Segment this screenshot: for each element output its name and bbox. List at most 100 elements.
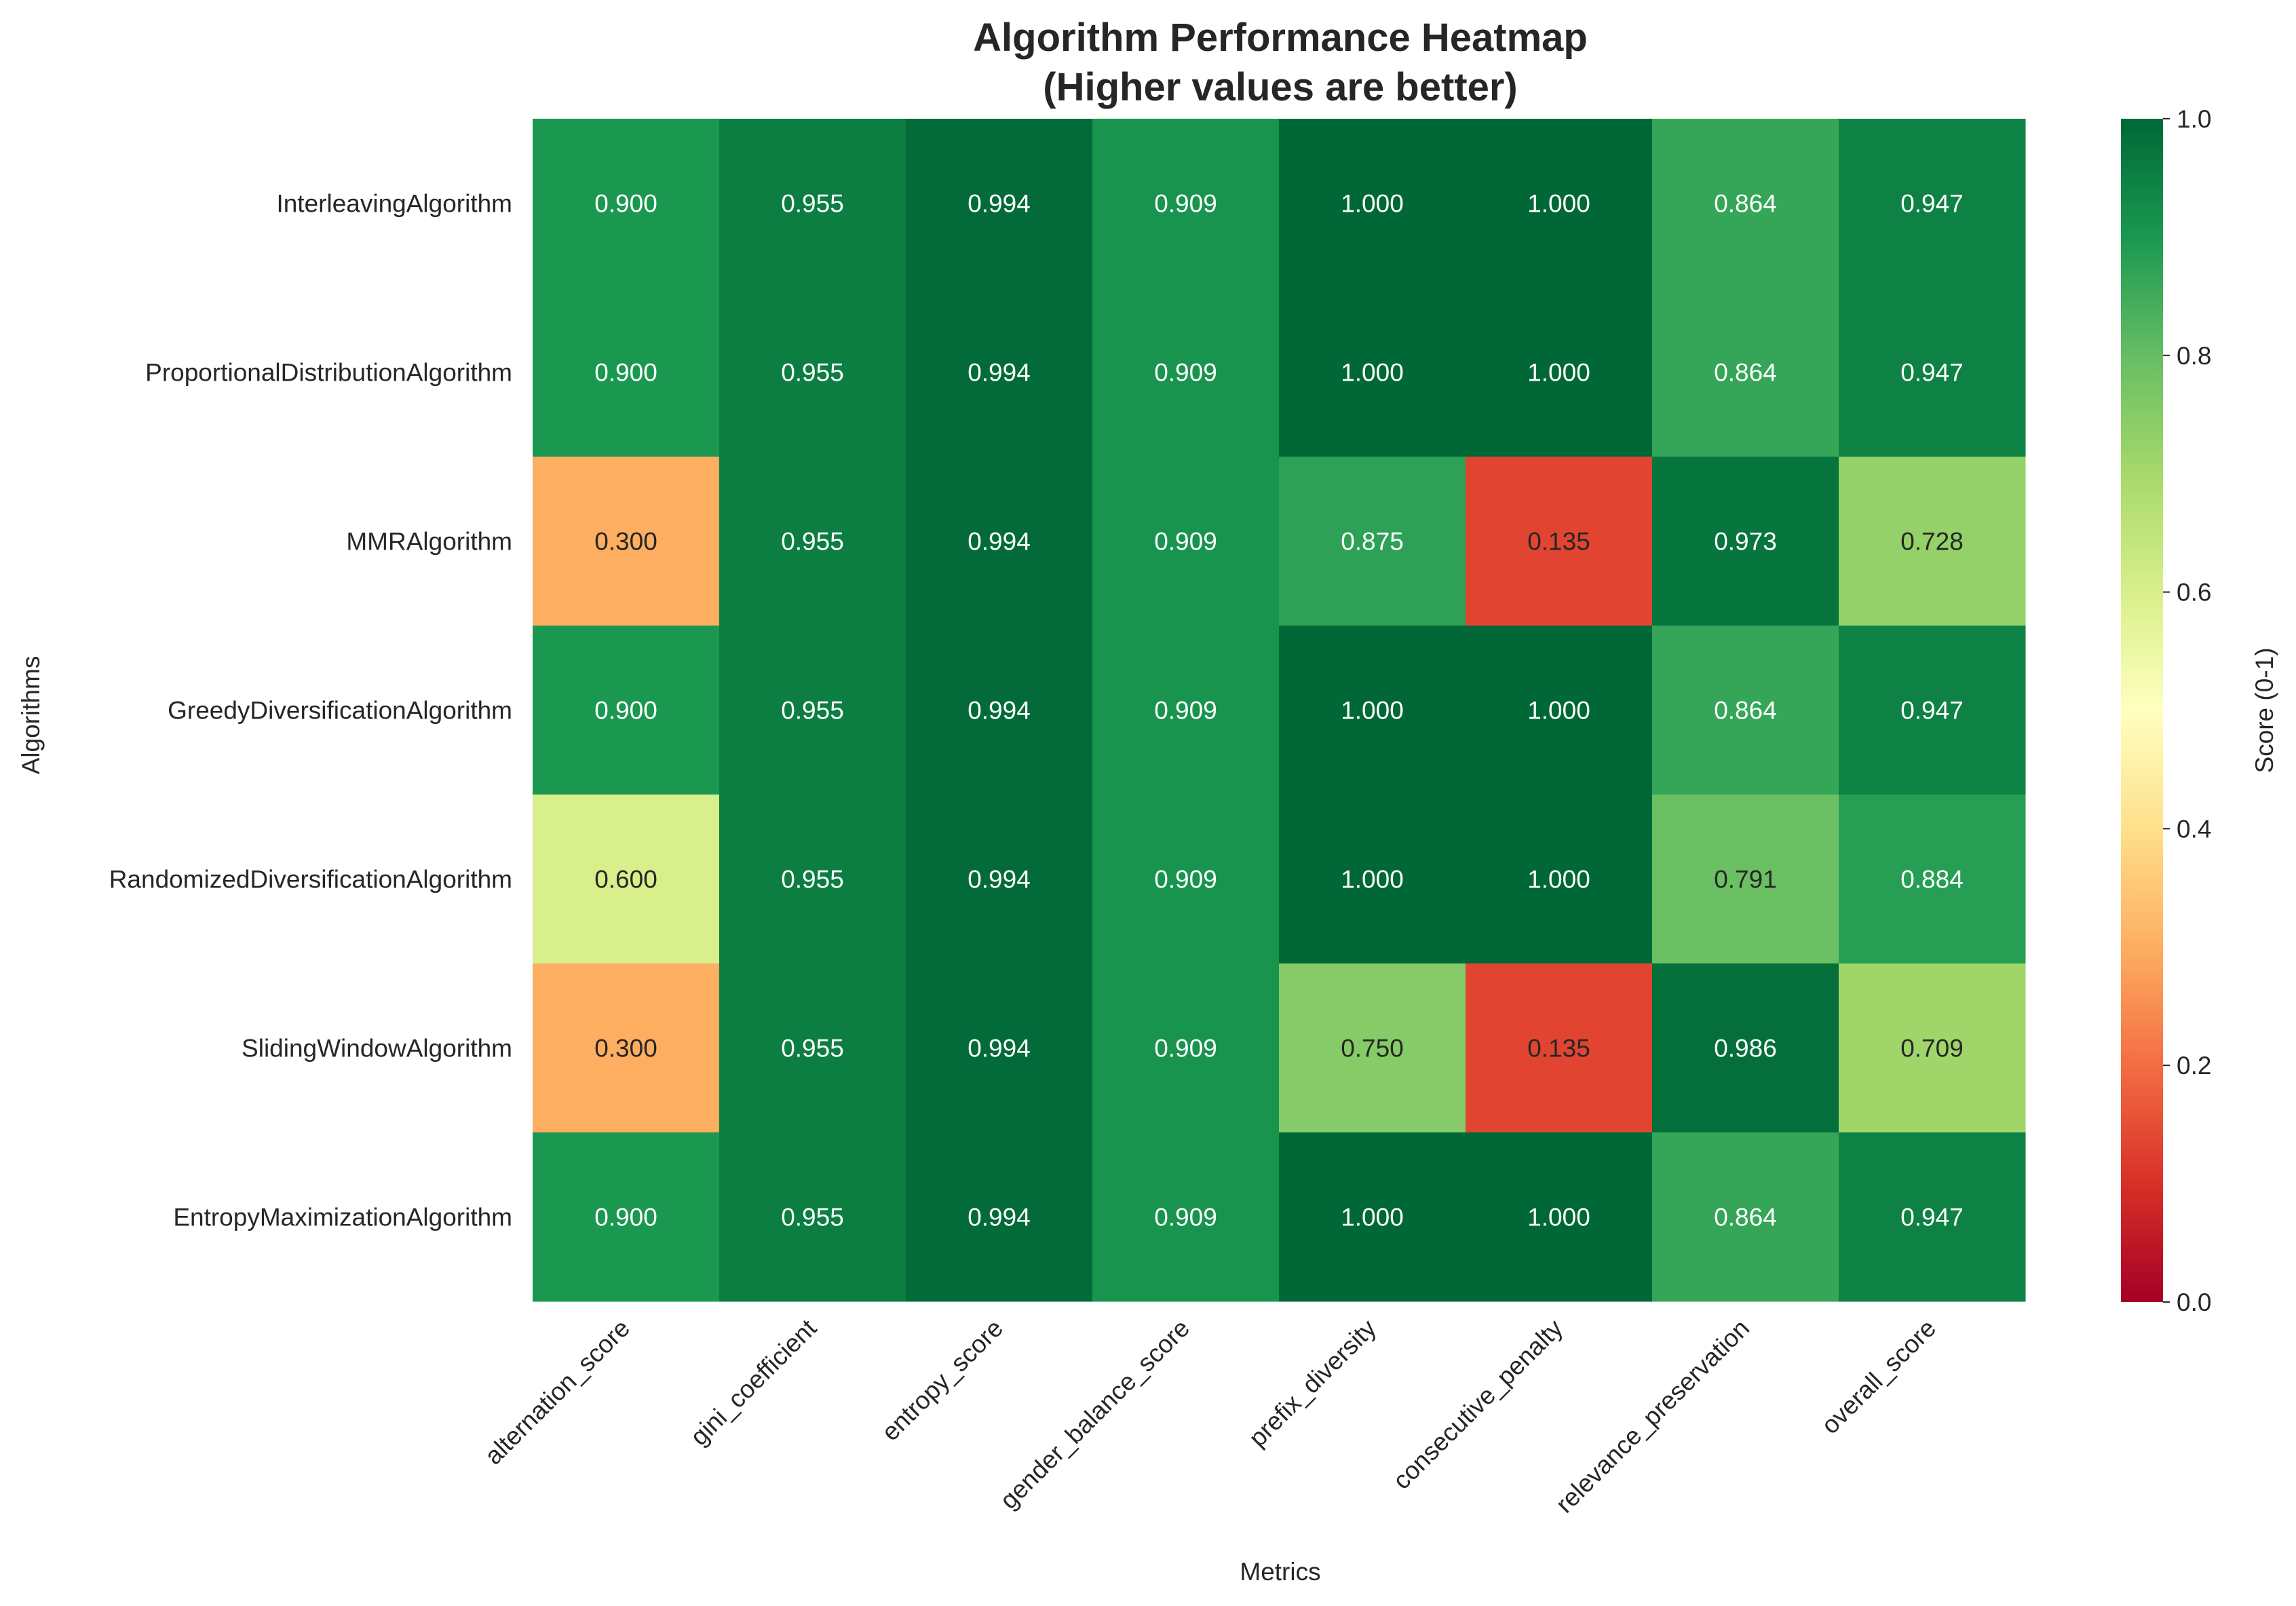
- colorbar-tick-label: 0.6: [2177, 579, 2211, 607]
- heatmap-cell: [1092, 963, 1280, 1133]
- cell-value-label: 0.986: [1714, 1035, 1777, 1063]
- cell-value-label: 0.994: [968, 697, 1031, 725]
- row-tick-labels: InterleavingAlgorithm ProportionalDistrib…: [109, 190, 512, 1231]
- cell-value-label: 0.864: [1714, 190, 1777, 218]
- heatmap-cell: [719, 795, 906, 964]
- heatmap-cell: [1279, 1132, 1466, 1302]
- chart-subtitle: (Higher values are better): [1043, 65, 1517, 109]
- heatmap-cell: [1279, 457, 1466, 626]
- cell-value-label: 1.000: [1527, 697, 1590, 725]
- cell-value-label: 0.900: [594, 697, 657, 725]
- row-tick-label: GreedyDiversificationAlgorithm: [168, 697, 512, 725]
- heatmap-cell: [1839, 795, 2026, 964]
- heatmap-cell: [1092, 119, 1280, 288]
- heatmap-cell: [1466, 795, 1653, 964]
- heatmap-cell: [906, 457, 1093, 626]
- heatmap-cell: [906, 795, 1093, 964]
- cell-value-label: 0.300: [594, 528, 657, 556]
- colorbar: [2121, 119, 2163, 1302]
- cell-value-label: 1.000: [1341, 866, 1404, 894]
- heatmap-cell: [1652, 1132, 1839, 1302]
- row-tick-label: RandomizedDiversificationAlgorithm: [109, 866, 512, 894]
- cell-value-label: 0.955: [781, 528, 844, 556]
- cell-value-label: 1.000: [1341, 1204, 1404, 1231]
- heatmap-cell: [1839, 1132, 2026, 1302]
- heatmap-cell: [1092, 1132, 1280, 1302]
- cell-value-label: 0.864: [1714, 697, 1777, 725]
- cell-value-label: 0.135: [1527, 528, 1590, 556]
- heatmap-cell: [906, 1132, 1093, 1302]
- cell-value-label: 0.909: [1154, 866, 1217, 894]
- cell-value-label: 0.955: [781, 190, 844, 218]
- heatmap-cell: [1092, 626, 1280, 795]
- colorbar-tick-label: 0.8: [2177, 342, 2211, 370]
- column-tick-label: alternation_score: [479, 1314, 635, 1470]
- column-tick-label: consecutive_penalty: [1388, 1314, 1568, 1494]
- cell-value-label: 0.955: [781, 866, 844, 894]
- heatmap-cell: [1466, 963, 1653, 1133]
- chart-title: Algorithm Performance Heatmap: [973, 16, 1588, 60]
- column-tick-label: gini_coefficient: [685, 1314, 822, 1451]
- cell-value-label: 0.900: [594, 359, 657, 387]
- cell-value-label: 1.000: [1341, 697, 1404, 725]
- heatmap-cell: [1279, 626, 1466, 795]
- row-tick-label: MMRAlgorithm: [346, 528, 512, 556]
- cell-value-label: 0.947: [1900, 190, 1964, 218]
- column-tick-label: relevance_preservation: [1550, 1314, 1755, 1518]
- heatmap-cell: [1652, 626, 1839, 795]
- row-tick-label: ProportionalDistributionAlgorithm: [145, 359, 512, 387]
- cell-value-label: 1.000: [1527, 1204, 1590, 1231]
- row-tick-label: InterleavingAlgorithm: [276, 190, 512, 218]
- heatmap-cell: [1839, 119, 2026, 288]
- cell-value-label: 0.947: [1900, 1204, 1964, 1231]
- cell-value-label: 0.955: [781, 359, 844, 387]
- heatmap-cell: [719, 1132, 906, 1302]
- heatmap-cell: [1839, 457, 2026, 626]
- heatmap-cell: [719, 963, 906, 1133]
- cell-value-label: 0.994: [968, 1035, 1031, 1063]
- cell-value-label: 0.900: [594, 190, 657, 218]
- heatmap-cell: [719, 288, 906, 457]
- heatmap-cell: [1466, 119, 1653, 288]
- cell-value-label: 0.994: [968, 190, 1031, 218]
- heatmap-cell: [1279, 119, 1466, 288]
- column-tick-label: overall_score: [1816, 1314, 1942, 1440]
- heatmap-cell: [1466, 457, 1653, 626]
- row-tick-label: EntropyMaximizationAlgorithm: [173, 1204, 512, 1231]
- heatmap-cell: [1092, 795, 1280, 964]
- heatmap-cell: [1466, 626, 1653, 795]
- cell-value-label: 1.000: [1341, 359, 1404, 387]
- cell-value-label: 0.994: [968, 1204, 1031, 1231]
- cell-value-label: 0.909: [1154, 359, 1217, 387]
- heatmap-cell: [533, 795, 720, 964]
- cell-value-label: 1.000: [1527, 190, 1590, 218]
- row-tick-label: SlidingWindowAlgorithm: [242, 1035, 512, 1063]
- column-tick-label: gender_balance_score: [995, 1314, 1195, 1514]
- cell-value-label: 0.909: [1154, 1035, 1217, 1063]
- heatmap-cell: [719, 457, 906, 626]
- colorbar-tick-label: 0.0: [2177, 1288, 2211, 1316]
- cell-value-label: 0.955: [781, 697, 844, 725]
- colorbar-tick-label: 0.2: [2177, 1052, 2211, 1079]
- cell-value-label: 0.864: [1714, 359, 1777, 387]
- colorbar-label: Score (0-1): [2251, 647, 2278, 773]
- cell-value-label: 0.864: [1714, 1204, 1777, 1231]
- cell-value-label: 0.909: [1154, 697, 1217, 725]
- cell-value-label: 1.000: [1341, 190, 1404, 218]
- heatmap-cells: 0.900 0.955 0.994 0.909 1.000 1.000 0.864 0.947…: [533, 119, 2026, 1302]
- cell-value-label: 0.728: [1900, 528, 1964, 556]
- cell-value-label: 1.000: [1527, 866, 1590, 894]
- heatmap-cell: [1466, 288, 1653, 457]
- cell-value-label: 0.600: [594, 866, 657, 894]
- cell-value-label: 0.909: [1154, 1204, 1217, 1231]
- cell-value-label: 0.947: [1900, 359, 1964, 387]
- cell-value-label: 0.875: [1341, 528, 1404, 556]
- heatmap-cell: [1092, 457, 1280, 626]
- heatmap-cell: [1279, 963, 1466, 1133]
- colorbar-tick-label: 1.0: [2177, 105, 2211, 133]
- heatmap-cell: [1652, 119, 1839, 288]
- column-tick-labels: alternation_score gini_coefficient entropy…: [479, 1314, 1941, 1518]
- heatmap-cell: [1839, 288, 2026, 457]
- cell-value-label: 0.994: [968, 528, 1031, 556]
